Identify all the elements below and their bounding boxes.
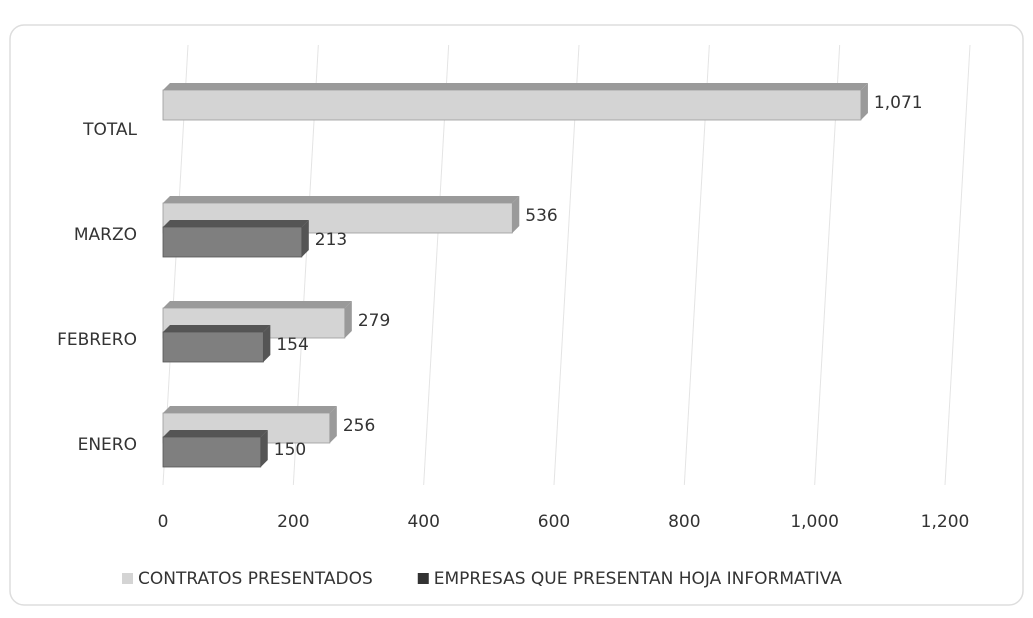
bar-top (163, 325, 271, 332)
data-label: 279 (358, 311, 390, 331)
data-label: 213 (315, 230, 347, 250)
x-tick-label: 1,000 (790, 512, 839, 532)
bar-side (512, 196, 520, 233)
grid-line (944, 44, 971, 486)
legend-swatch (122, 573, 133, 584)
legend-label: CONTRATOS PRESENTADOS (138, 569, 373, 589)
bar-top (163, 196, 520, 203)
bar-top (163, 220, 309, 227)
x-tick-label: 400 (407, 512, 439, 532)
x-tick-label: 0 (158, 512, 169, 532)
x-tick-label: 1,200 (921, 512, 970, 532)
bar-top (163, 430, 268, 437)
bar (162, 202, 513, 234)
y-tick-label: TOTAL (82, 120, 137, 140)
bar-side (329, 406, 337, 443)
bar-side (301, 220, 309, 257)
bar-side (260, 430, 268, 467)
bar-side (860, 83, 868, 120)
legend-swatch (417, 573, 429, 584)
data-label: 150 (274, 440, 306, 460)
bar-top (163, 301, 352, 308)
y-tick-label: ENERO (78, 435, 137, 455)
x-tick-label: 600 (538, 512, 570, 532)
bar (162, 331, 264, 363)
bar-side (263, 325, 271, 362)
data-label: 1,071 (874, 93, 923, 113)
bar (162, 436, 262, 468)
data-label: 536 (525, 206, 557, 226)
bar (162, 226, 303, 258)
x-tick-label: 200 (277, 512, 309, 532)
bar (162, 89, 862, 121)
data-label: 256 (343, 416, 375, 436)
y-tick-label: MARZO (74, 225, 137, 245)
bar-side (344, 301, 352, 338)
bar-top (163, 406, 337, 413)
x-tick-label: 800 (668, 512, 700, 532)
y-tick-label: FEBRERO (57, 330, 137, 350)
data-label: 154 (276, 335, 308, 355)
bar-top (163, 83, 868, 90)
legend-label: EMPRESAS QUE PRESENTAN HOJA INFORMATIVA (434, 569, 843, 589)
